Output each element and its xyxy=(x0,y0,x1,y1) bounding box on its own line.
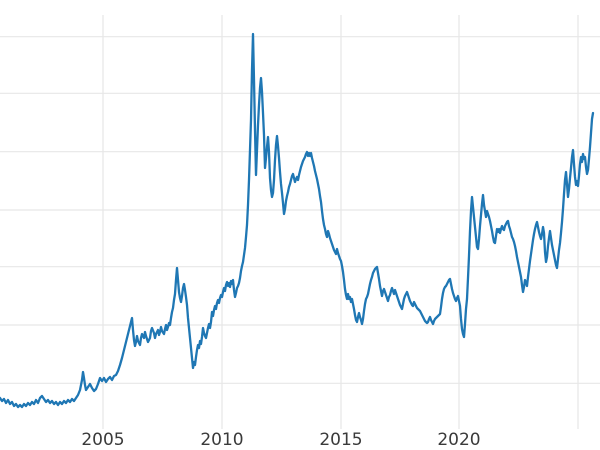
data-line xyxy=(0,32,595,409)
x-tick-label-2010: 2010 xyxy=(200,430,243,450)
horizontal-gridlines xyxy=(0,36,600,384)
x-tick-label-2005: 2005 xyxy=(81,430,124,450)
x-axis-tick-labels: 2005 2010 2015 2020 xyxy=(81,430,480,450)
price-series xyxy=(0,32,595,409)
x-tick-label-2020: 2020 xyxy=(437,430,480,450)
vertical-gridlines xyxy=(102,15,579,429)
x-tick-label-2015: 2015 xyxy=(319,430,362,450)
